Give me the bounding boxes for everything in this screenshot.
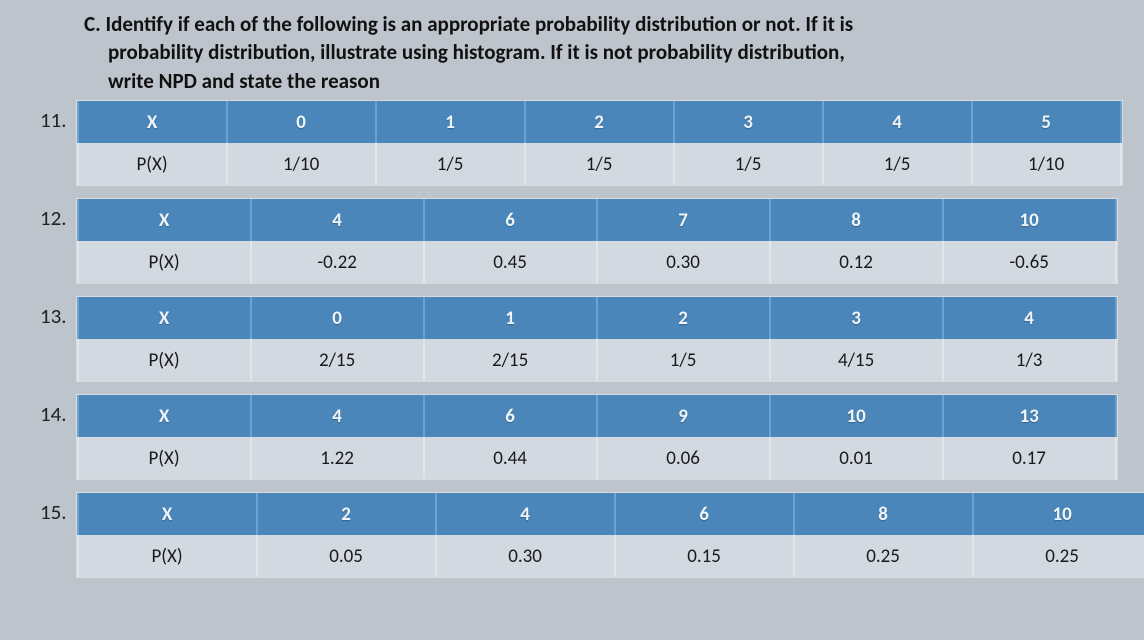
x-value: 6 [424,395,597,437]
p-value: 2/15 [251,339,424,381]
row-label: P(X) [78,339,251,381]
x-value: 2 [257,493,436,535]
distribution-table: X012345P(X)1/101/51/51/51/51/10 [77,101,1122,185]
problem-12: 12.X467810P(X)-0.220.450.300.12-0.65 [40,199,1116,283]
row-label: P(X) [78,241,251,283]
p-value: 0.17 [943,437,1116,479]
distribution-table: X467810P(X)-0.220.450.300.12-0.65 [77,199,1117,283]
table-header-row: X467810 [78,199,1116,241]
row-label: P(X) [78,437,251,479]
distribution-table: X01234P(X)2/152/151/54/151/3 [77,297,1117,381]
x-value: 8 [770,199,943,241]
p-value: 1/5 [674,143,823,185]
table-value-row: P(X)-0.220.450.300.12-0.65 [78,241,1116,283]
x-value: 7 [597,199,770,241]
p-value: 0.06 [597,437,770,479]
problem-number: 12. [40,199,77,231]
distribution-table: X4691013P(X)1.220.440.060.010.17 [77,395,1117,479]
x-value: 1 [424,297,597,339]
distribution-table: X246810P(X)0.050.300.150.250.25 [77,493,1144,577]
p-value: 1.22 [251,437,424,479]
problem-13: 13.X01234P(X)2/152/151/54/151/3 [40,297,1116,381]
x-value: 3 [770,297,943,339]
problem-number: 14. [40,395,77,427]
x-value: 6 [424,199,597,241]
p-value: 0.25 [973,535,1144,577]
x-value: 2 [597,297,770,339]
problem-number: 13. [40,297,77,329]
x-value: 4 [251,199,424,241]
table-header-row: X4691013 [78,395,1116,437]
header-label: X [78,493,257,535]
x-value: 0 [227,101,376,143]
p-value: 2/15 [424,339,597,381]
problem-number: 15. [40,493,77,525]
p-value: 0.30 [597,241,770,283]
instruction-text: C. Identify if each of the following is … [84,10,1116,95]
p-value: 0.15 [615,535,794,577]
table-value-row: P(X)0.050.300.150.250.25 [78,535,1144,577]
p-value: 1/10 [972,143,1121,185]
row-label: P(X) [78,143,227,185]
table-header-row: X012345 [78,101,1121,143]
p-value: 4/15 [770,339,943,381]
p-value: 1/5 [376,143,525,185]
x-value: 8 [794,493,973,535]
x-value: 6 [615,493,794,535]
p-value: 1/5 [525,143,674,185]
p-value: 0.12 [770,241,943,283]
p-value: 0.25 [794,535,973,577]
x-value: 2 [525,101,674,143]
problem-14: 14.X4691013P(X)1.220.440.060.010.17 [40,395,1116,479]
p-value: 0.45 [424,241,597,283]
x-value: 0 [251,297,424,339]
x-value: 9 [597,395,770,437]
instruction-line1: C. Identify if each of the following is … [84,11,853,37]
p-value: 0.44 [424,437,597,479]
table-value-row: P(X)2/152/151/54/151/3 [78,339,1116,381]
x-value: 1 [376,101,525,143]
page: C. Identify if each of the following is … [0,0,1144,601]
x-value: 3 [674,101,823,143]
header-label: X [78,297,251,339]
row-label: P(X) [78,535,257,577]
x-value: 10 [943,199,1116,241]
p-value: 0.30 [436,535,615,577]
table-value-row: P(X)1/101/51/51/51/51/10 [78,143,1121,185]
p-value: 1/5 [597,339,770,381]
problem-15: 15.X246810P(X)0.050.300.150.250.25 [40,493,1116,577]
p-value: 0.01 [770,437,943,479]
p-value: 0.05 [257,535,436,577]
p-value: -0.22 [251,241,424,283]
x-value: 4 [251,395,424,437]
x-value: 10 [973,493,1144,535]
x-value: 10 [770,395,943,437]
problems-container: 11.X012345P(X)1/101/51/51/51/51/1012.X46… [40,101,1116,577]
table-value-row: P(X)1.220.440.060.010.17 [78,437,1116,479]
p-value: 1/5 [823,143,972,185]
p-value: -0.65 [943,241,1116,283]
header-label: X [78,395,251,437]
problem-11: 11.X012345P(X)1/101/51/51/51/51/10 [40,101,1116,185]
instruction-line3: write NPD and state the reason [108,67,1116,95]
header-label: X [78,101,227,143]
x-value: 4 [943,297,1116,339]
problem-number: 11. [40,101,77,133]
header-label: X [78,199,251,241]
x-value: 13 [943,395,1116,437]
x-value: 4 [823,101,972,143]
p-value: 1/3 [943,339,1116,381]
table-header-row: X246810 [78,493,1144,535]
x-value: 5 [972,101,1121,143]
x-value: 4 [436,493,615,535]
p-value: 1/10 [227,143,376,185]
instruction-line2: probability distribution, illustrate usi… [108,38,1116,66]
table-header-row: X01234 [78,297,1116,339]
